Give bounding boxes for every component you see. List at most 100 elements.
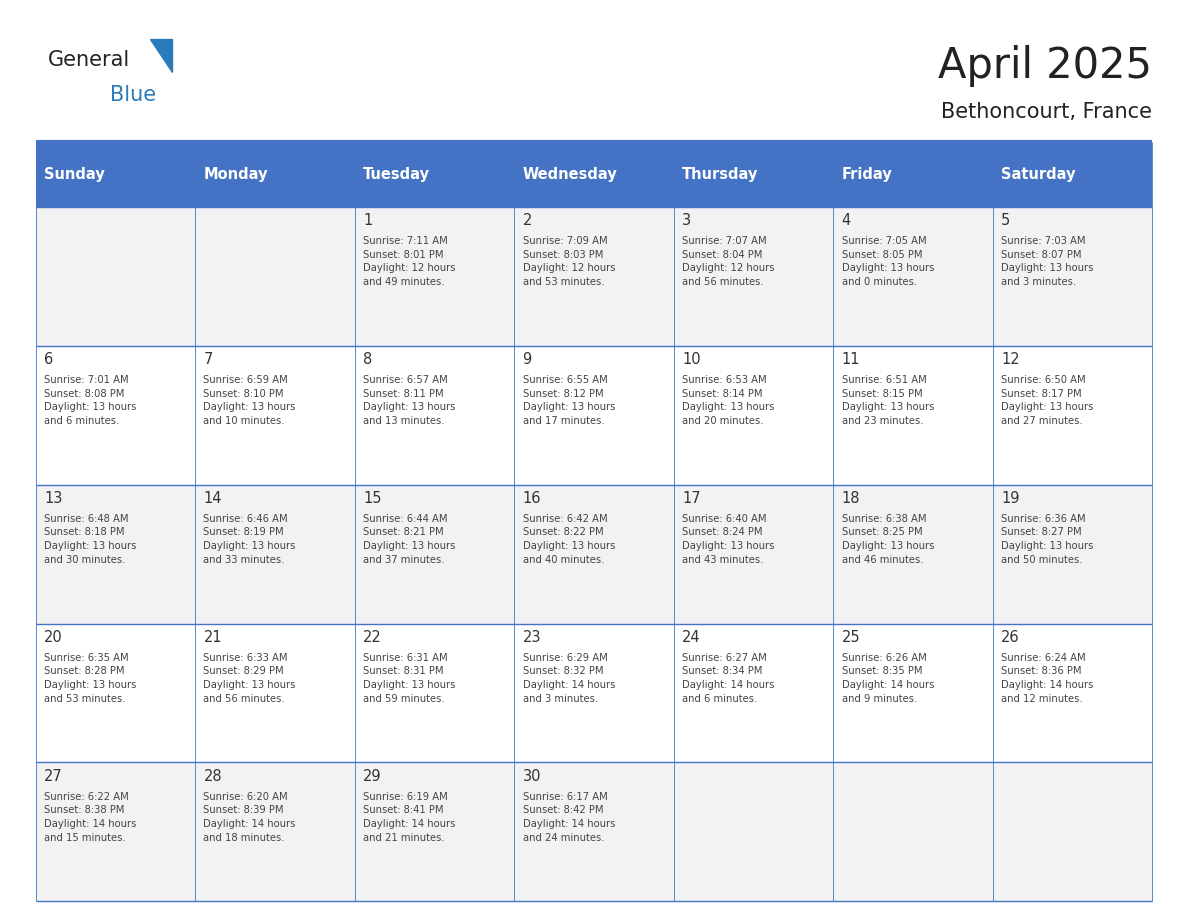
Text: Sunrise: 6:33 AM
Sunset: 8:29 PM
Daylight: 13 hours
and 56 minutes.: Sunrise: 6:33 AM Sunset: 8:29 PM Dayligh… — [203, 653, 296, 704]
Text: 22: 22 — [364, 630, 381, 645]
Text: Monday: Monday — [203, 167, 268, 182]
Text: 12: 12 — [1001, 352, 1019, 367]
Text: Friday: Friday — [841, 167, 892, 182]
Text: 18: 18 — [841, 491, 860, 506]
Text: 25: 25 — [841, 630, 860, 645]
Text: 26: 26 — [1001, 630, 1019, 645]
Text: Sunrise: 6:24 AM
Sunset: 8:36 PM
Daylight: 14 hours
and 12 minutes.: Sunrise: 6:24 AM Sunset: 8:36 PM Dayligh… — [1001, 653, 1093, 704]
Bar — [195, 142, 355, 207]
Text: Sunrise: 7:01 AM
Sunset: 8:08 PM
Daylight: 13 hours
and 6 minutes.: Sunrise: 7:01 AM Sunset: 8:08 PM Dayligh… — [44, 375, 137, 426]
Text: Sunrise: 6:50 AM
Sunset: 8:17 PM
Daylight: 13 hours
and 27 minutes.: Sunrise: 6:50 AM Sunset: 8:17 PM Dayligh… — [1001, 375, 1093, 426]
Text: Sunrise: 6:48 AM
Sunset: 8:18 PM
Daylight: 13 hours
and 30 minutes.: Sunrise: 6:48 AM Sunset: 8:18 PM Dayligh… — [44, 514, 137, 565]
Bar — [833, 142, 993, 207]
Text: Sunrise: 6:55 AM
Sunset: 8:12 PM
Daylight: 13 hours
and 17 minutes.: Sunrise: 6:55 AM Sunset: 8:12 PM Dayligh… — [523, 375, 615, 426]
Text: 14: 14 — [203, 491, 222, 506]
Text: Sunrise: 6:59 AM
Sunset: 8:10 PM
Daylight: 13 hours
and 10 minutes.: Sunrise: 6:59 AM Sunset: 8:10 PM Dayligh… — [203, 375, 296, 426]
Text: Sunrise: 6:46 AM
Sunset: 8:19 PM
Daylight: 13 hours
and 33 minutes.: Sunrise: 6:46 AM Sunset: 8:19 PM Dayligh… — [203, 514, 296, 565]
Bar — [674, 207, 833, 345]
Text: Tuesday: Tuesday — [364, 167, 430, 182]
Text: Sunrise: 7:03 AM
Sunset: 8:07 PM
Daylight: 13 hours
and 3 minutes.: Sunrise: 7:03 AM Sunset: 8:07 PM Dayligh… — [1001, 236, 1093, 286]
Bar — [993, 763, 1152, 901]
Polygon shape — [150, 39, 172, 72]
Bar — [355, 142, 514, 207]
Text: Sunrise: 6:22 AM
Sunset: 8:38 PM
Daylight: 14 hours
and 15 minutes.: Sunrise: 6:22 AM Sunset: 8:38 PM Dayligh… — [44, 792, 137, 843]
Text: 29: 29 — [364, 769, 381, 784]
Text: Sunrise: 6:26 AM
Sunset: 8:35 PM
Daylight: 14 hours
and 9 minutes.: Sunrise: 6:26 AM Sunset: 8:35 PM Dayligh… — [841, 653, 934, 704]
Text: 19: 19 — [1001, 491, 1019, 506]
Bar — [993, 207, 1152, 345]
Text: Sunrise: 6:20 AM
Sunset: 8:39 PM
Daylight: 14 hours
and 18 minutes.: Sunrise: 6:20 AM Sunset: 8:39 PM Dayligh… — [203, 792, 296, 843]
Bar — [993, 345, 1152, 485]
Text: 5: 5 — [1001, 213, 1011, 228]
Text: 27: 27 — [44, 769, 63, 784]
Bar — [355, 345, 514, 485]
Bar — [355, 763, 514, 901]
Text: General: General — [48, 50, 129, 70]
Bar — [36, 623, 195, 763]
Text: Wednesday: Wednesday — [523, 167, 618, 182]
Text: Saturday: Saturday — [1001, 167, 1075, 182]
Text: Sunday: Sunday — [44, 167, 105, 182]
Text: Sunrise: 7:05 AM
Sunset: 8:05 PM
Daylight: 13 hours
and 0 minutes.: Sunrise: 7:05 AM Sunset: 8:05 PM Dayligh… — [841, 236, 934, 286]
Text: 1: 1 — [364, 213, 372, 228]
Text: Blue: Blue — [110, 85, 157, 106]
Text: 2: 2 — [523, 213, 532, 228]
Bar — [833, 623, 993, 763]
Bar — [514, 345, 674, 485]
Bar — [195, 485, 355, 623]
Bar — [195, 207, 355, 345]
Bar — [514, 623, 674, 763]
Text: Thursday: Thursday — [682, 167, 758, 182]
Text: Sunrise: 6:35 AM
Sunset: 8:28 PM
Daylight: 13 hours
and 53 minutes.: Sunrise: 6:35 AM Sunset: 8:28 PM Dayligh… — [44, 653, 137, 704]
Bar — [833, 763, 993, 901]
Text: Sunrise: 6:19 AM
Sunset: 8:41 PM
Daylight: 14 hours
and 21 minutes.: Sunrise: 6:19 AM Sunset: 8:41 PM Dayligh… — [364, 792, 455, 843]
Bar — [514, 763, 674, 901]
Text: 28: 28 — [203, 769, 222, 784]
Text: 11: 11 — [841, 352, 860, 367]
Text: 4: 4 — [841, 213, 851, 228]
Bar — [514, 207, 674, 345]
Bar — [993, 142, 1152, 207]
Text: 23: 23 — [523, 630, 541, 645]
Bar — [195, 763, 355, 901]
Text: Sunrise: 6:40 AM
Sunset: 8:24 PM
Daylight: 13 hours
and 43 minutes.: Sunrise: 6:40 AM Sunset: 8:24 PM Dayligh… — [682, 514, 775, 565]
Text: Sunrise: 6:27 AM
Sunset: 8:34 PM
Daylight: 14 hours
and 6 minutes.: Sunrise: 6:27 AM Sunset: 8:34 PM Dayligh… — [682, 653, 775, 704]
Text: Bethoncourt, France: Bethoncourt, France — [941, 102, 1152, 122]
Text: 30: 30 — [523, 769, 541, 784]
Bar — [195, 623, 355, 763]
Text: Sunrise: 7:09 AM
Sunset: 8:03 PM
Daylight: 12 hours
and 53 minutes.: Sunrise: 7:09 AM Sunset: 8:03 PM Dayligh… — [523, 236, 615, 286]
Bar — [36, 142, 195, 207]
Text: 24: 24 — [682, 630, 701, 645]
Text: 3: 3 — [682, 213, 691, 228]
Text: 10: 10 — [682, 352, 701, 367]
Bar — [36, 763, 195, 901]
Text: Sunrise: 7:07 AM
Sunset: 8:04 PM
Daylight: 12 hours
and 56 minutes.: Sunrise: 7:07 AM Sunset: 8:04 PM Dayligh… — [682, 236, 775, 286]
Text: 16: 16 — [523, 491, 541, 506]
Bar — [833, 207, 993, 345]
Bar — [674, 623, 833, 763]
Bar — [833, 345, 993, 485]
Bar — [355, 623, 514, 763]
Text: 8: 8 — [364, 352, 372, 367]
Bar — [36, 207, 195, 345]
Bar — [674, 485, 833, 623]
Text: Sunrise: 6:44 AM
Sunset: 8:21 PM
Daylight: 13 hours
and 37 minutes.: Sunrise: 6:44 AM Sunset: 8:21 PM Dayligh… — [364, 514, 455, 565]
Bar — [993, 623, 1152, 763]
Text: Sunrise: 6:29 AM
Sunset: 8:32 PM
Daylight: 14 hours
and 3 minutes.: Sunrise: 6:29 AM Sunset: 8:32 PM Dayligh… — [523, 653, 615, 704]
Bar — [355, 207, 514, 345]
Text: Sunrise: 6:53 AM
Sunset: 8:14 PM
Daylight: 13 hours
and 20 minutes.: Sunrise: 6:53 AM Sunset: 8:14 PM Dayligh… — [682, 375, 775, 426]
Bar — [195, 345, 355, 485]
Text: April 2025: April 2025 — [939, 45, 1152, 87]
Bar — [514, 485, 674, 623]
Bar — [36, 345, 195, 485]
Text: 7: 7 — [203, 352, 213, 367]
Text: 15: 15 — [364, 491, 381, 506]
Bar — [674, 345, 833, 485]
Bar — [833, 485, 993, 623]
Text: 21: 21 — [203, 630, 222, 645]
Text: Sunrise: 6:57 AM
Sunset: 8:11 PM
Daylight: 13 hours
and 13 minutes.: Sunrise: 6:57 AM Sunset: 8:11 PM Dayligh… — [364, 375, 455, 426]
Bar — [993, 485, 1152, 623]
Bar — [355, 485, 514, 623]
Text: 9: 9 — [523, 352, 532, 367]
Text: Sunrise: 6:31 AM
Sunset: 8:31 PM
Daylight: 13 hours
and 59 minutes.: Sunrise: 6:31 AM Sunset: 8:31 PM Dayligh… — [364, 653, 455, 704]
